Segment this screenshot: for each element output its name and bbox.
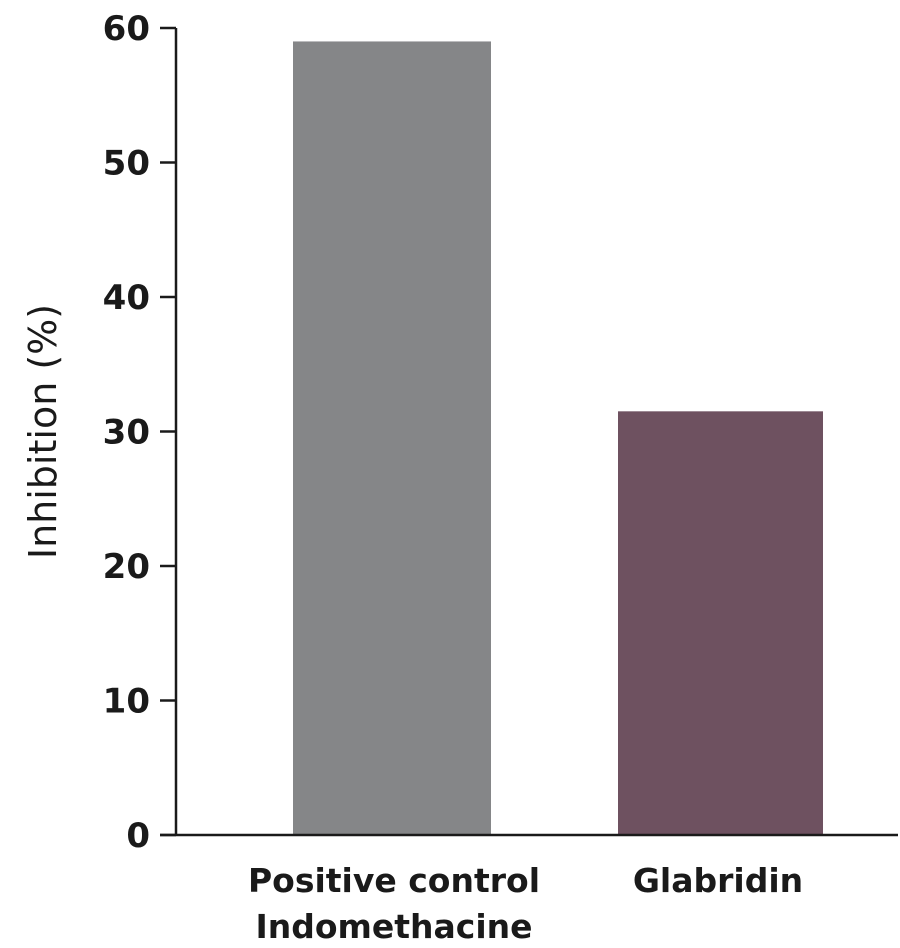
y-tick-label: 30 [103, 413, 150, 453]
x-category-labels: Positive control Indomethacine Glabridin [248, 861, 803, 946]
x-category-label: Positive control [248, 861, 540, 900]
y-axis-title: Inhibition (%) [21, 304, 65, 559]
bar-0 [293, 41, 491, 835]
bar-1 [618, 411, 823, 835]
y-tick-label: 20 [103, 547, 150, 587]
x-category-label: Indomethacine [255, 907, 532, 946]
y-tick-label: 0 [126, 816, 150, 856]
y-tick-label: 10 [103, 682, 150, 722]
x-category-label: Glabridin [633, 861, 803, 900]
bars-group [293, 41, 823, 835]
y-tick-label: 60 [103, 9, 150, 49]
y-tick-label: 40 [103, 278, 150, 318]
y-tick-label: 50 [103, 144, 150, 184]
y-ticks-group: 0 10 20 30 40 50 60 [103, 9, 176, 856]
